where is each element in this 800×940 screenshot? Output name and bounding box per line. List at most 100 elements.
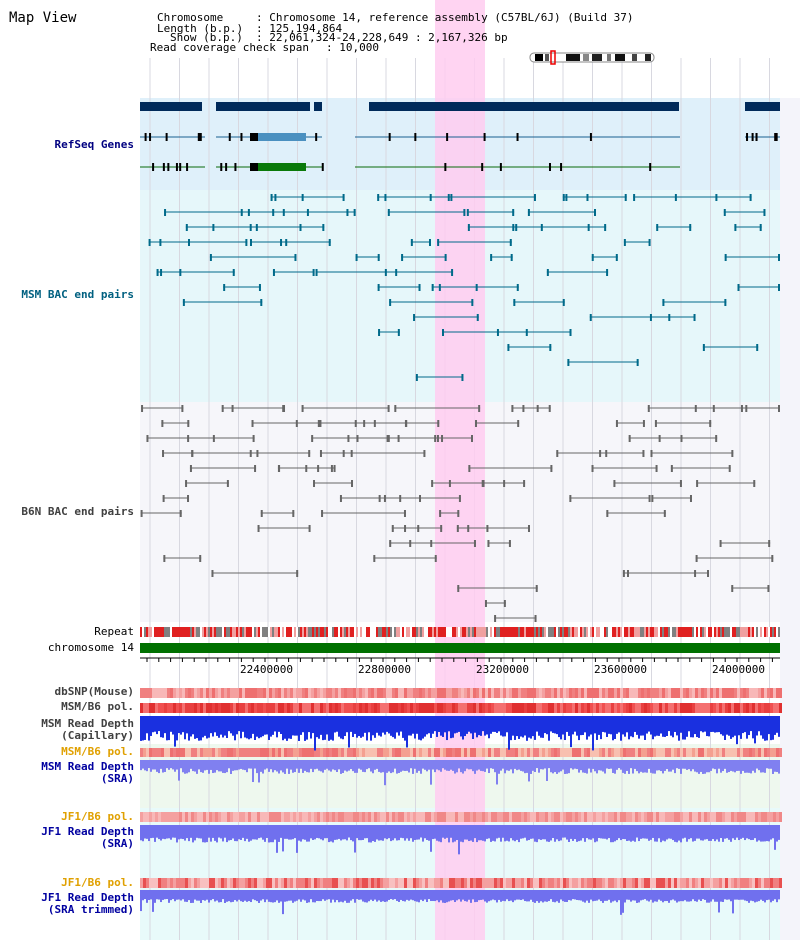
heat-cell	[140, 748, 143, 757]
repeat-mark	[414, 627, 416, 637]
depth-bar	[294, 760, 296, 773]
track-label-jf1-depth[interactable]: JF1 Read Depth	[41, 825, 134, 838]
heat-cell	[776, 878, 779, 888]
depth-bar	[728, 890, 730, 900]
heat-cell	[530, 688, 533, 698]
heat-cell	[572, 878, 575, 888]
depth-bar	[312, 760, 314, 773]
depth-bar	[506, 716, 508, 733]
depth-bar	[172, 760, 174, 770]
heat-cell	[725, 688, 728, 698]
bac-end	[428, 239, 431, 246]
repeat-mark	[236, 627, 238, 637]
repeat-mark	[406, 627, 408, 637]
depth-bar	[638, 716, 640, 739]
heat-cell	[773, 812, 776, 822]
repeat-mark	[592, 627, 594, 637]
heat-cell	[278, 878, 281, 888]
heat-cell	[170, 688, 173, 698]
depth-bar	[460, 716, 462, 737]
depth-bar	[752, 825, 754, 840]
heat-cell	[257, 878, 260, 888]
depth-bar	[564, 760, 566, 774]
track-label-jf1-b6-pol[interactable]: JF1/B6 pol.	[61, 810, 134, 823]
bac-end	[377, 194, 380, 201]
track-label-b6n-bac[interactable]: B6N BAC end pairs	[21, 505, 134, 518]
repeat-mark	[462, 627, 464, 637]
heat-cell	[329, 703, 332, 713]
repeat-mark	[458, 627, 460, 637]
heat-cell	[206, 703, 209, 713]
track-label-msm-b6-pol-sra[interactable]: MSM/B6 pol.	[61, 745, 134, 758]
depth-bar	[196, 890, 198, 901]
heat-cell	[350, 878, 353, 888]
depth-bar	[456, 716, 458, 733]
depth-bar	[688, 825, 690, 840]
track-label-msm-depth-capillary[interactable]: MSM Read Depth	[41, 717, 134, 730]
heat-cell	[710, 688, 713, 698]
track-label-msm-b6-pol[interactable]: MSM/B6 pol.	[61, 700, 134, 713]
heat-cell	[443, 878, 446, 888]
depth-bar	[214, 716, 216, 733]
depth-bar	[324, 890, 326, 901]
depth-bar	[404, 890, 406, 902]
depth-bar	[288, 760, 290, 774]
heat-cell	[683, 748, 686, 757]
track-label-jf1-trim[interactable]: JF1 Read Depth	[41, 891, 134, 904]
heat-cell	[593, 688, 596, 698]
bac-end	[728, 465, 731, 472]
heat-cell	[272, 688, 275, 698]
heat-cell	[158, 688, 161, 698]
track-label-msm-depth-sra[interactable]: MSM Read Depth	[41, 760, 134, 773]
track-label-dbsnp[interactable]: dbSNP(Mouse)	[54, 685, 134, 698]
heat-cell	[212, 748, 215, 757]
heat-cell	[278, 688, 281, 698]
depth-bar	[392, 825, 394, 841]
depth-bar	[596, 760, 598, 774]
heat-cell	[359, 703, 362, 713]
heat-cell	[725, 878, 728, 888]
bac-end	[771, 555, 774, 562]
heat-cell	[743, 688, 746, 698]
heat-cell	[392, 878, 395, 888]
repeat-mark	[404, 627, 406, 637]
track-label-jf1-b6-pol-trim[interactable]: JF1/B6 pol.	[61, 876, 134, 889]
bac-end	[470, 435, 473, 442]
heat-cell	[218, 878, 221, 888]
depth-bar	[512, 825, 514, 841]
heat-cell	[383, 878, 386, 888]
depth-bar	[538, 760, 540, 773]
depth-bar	[470, 890, 472, 903]
depth-bar	[482, 890, 484, 900]
heat-cell	[536, 748, 539, 757]
depth-bar	[350, 760, 352, 770]
heat-cell	[476, 688, 479, 698]
depth-bar	[478, 890, 480, 901]
depth-bar	[380, 760, 382, 773]
depth-bar	[658, 760, 660, 771]
depth-bar	[302, 760, 304, 773]
repeat-mark	[206, 627, 208, 637]
heat-cell	[269, 812, 272, 822]
heat-cell	[335, 878, 338, 888]
repeat-mark	[396, 627, 398, 637]
exon	[186, 163, 189, 171]
track-label-msm-bac[interactable]: MSM BAC end pairs	[21, 288, 134, 301]
repeat-mark	[542, 627, 544, 637]
bac-end	[623, 239, 626, 246]
heat-cell	[719, 688, 722, 698]
depth-bar	[686, 716, 688, 737]
heat-cell	[428, 748, 431, 757]
depth-bar	[668, 890, 670, 903]
heat-cell	[329, 878, 332, 888]
heat-cell	[233, 878, 236, 888]
depth-bar	[250, 760, 252, 769]
depth-bar	[174, 825, 176, 838]
heat-cell	[476, 878, 479, 888]
bac-end	[476, 314, 479, 321]
heat-cell	[266, 688, 269, 698]
heat-cell	[260, 703, 263, 713]
depth-bar	[768, 760, 770, 769]
heat-cell	[320, 688, 323, 698]
track-label-refseq[interactable]: RefSeq Genes	[54, 138, 134, 151]
